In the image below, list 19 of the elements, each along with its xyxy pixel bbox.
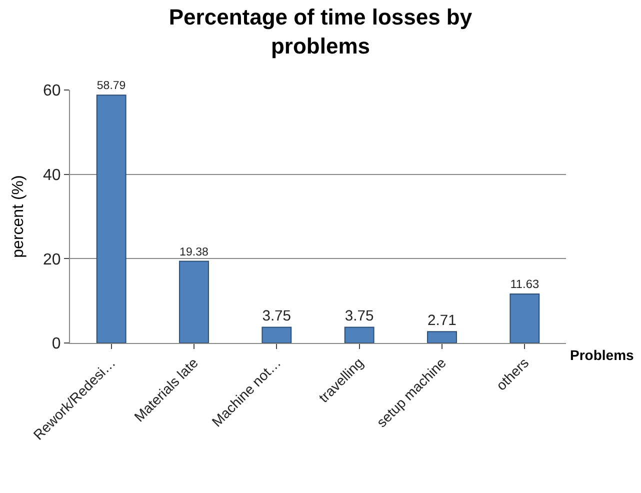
data-label: 19.38 [180, 246, 208, 258]
data-label: 58.79 [96, 80, 126, 92]
data-label: 2.71 [428, 312, 456, 329]
data-label: 3.75 [344, 308, 374, 324]
data-label: 3.75 [262, 308, 292, 324]
data-label: 11.63 [510, 276, 540, 291]
bar [179, 260, 209, 343]
bar [344, 326, 374, 343]
bar [510, 293, 540, 343]
bar [262, 326, 292, 343]
y-tick-label: 20 [43, 251, 61, 268]
y-tick-label: 40 [43, 166, 61, 184]
bar [96, 94, 126, 343]
bar [427, 331, 457, 343]
y-tick-label: 60 [43, 82, 61, 100]
x-axis-title: Problems [570, 347, 634, 363]
y-tick-label: 0 [52, 336, 61, 353]
chart-title: Percentage of time losses by problems [168, 4, 473, 58]
y-axis-title: percent (%) [10, 175, 27, 258]
